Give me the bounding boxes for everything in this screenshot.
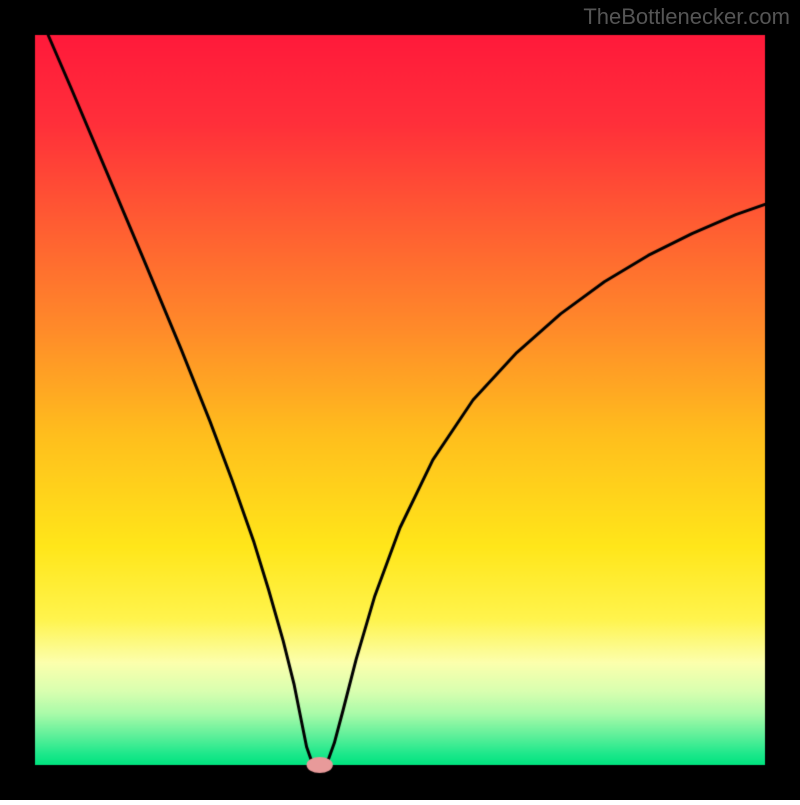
chart-container: TheBottlenecker.com xyxy=(0,0,800,800)
chart-canvas xyxy=(0,0,800,800)
watermark-text: TheBottlenecker.com xyxy=(583,4,790,30)
chart-canvas-wrap xyxy=(0,0,800,800)
